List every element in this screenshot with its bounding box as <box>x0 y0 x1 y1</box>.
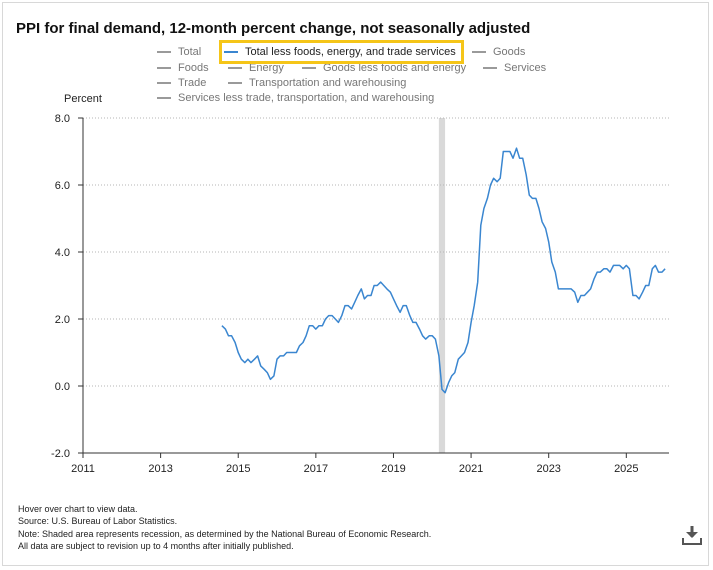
x-tick-label: 2021 <box>459 463 483 475</box>
legend-label: Foods <box>178 62 209 74</box>
y-tick-label: 6.0 <box>55 180 70 192</box>
legend-swatch <box>157 82 171 84</box>
legend-label: Transportation and warehousing <box>249 77 407 89</box>
legend-label: Trade <box>178 77 207 89</box>
chart-title: PPI for final demand, 12-month percent c… <box>16 20 531 37</box>
x-tick-label: 2025 <box>614 463 638 475</box>
legend-item-goods[interactable]: Goods <box>472 46 525 58</box>
legend-label: Energy <box>249 62 284 74</box>
y-tick-label: 0.0 <box>55 381 70 393</box>
legend-item-trade[interactable]: Trade <box>157 77 206 89</box>
legend-label: Total less foods, energy, and trade serv… <box>245 46 456 58</box>
download-icon[interactable] <box>680 523 704 547</box>
x-tick-label: 2015 <box>226 463 250 475</box>
legend-swatch <box>157 51 171 53</box>
footer-recession-note: Note: Shaded area represents recession, … <box>18 528 432 539</box>
legend-swatch <box>224 51 238 53</box>
y-tick-label: 8.0 <box>55 113 70 125</box>
legend-label: Services <box>504 62 547 74</box>
series-line-0 <box>221 147 666 394</box>
legend-item-foods[interactable]: Foods <box>157 62 209 74</box>
y-tick-label: -2.0 <box>51 448 70 460</box>
legend-label: Total <box>178 46 202 58</box>
legend-item-total-less-foods-energy-trade[interactable]: Total less foods, energy, and trade serv… <box>224 46 456 58</box>
x-tick-label: 2017 <box>304 463 328 475</box>
y-tick-label: 4.0 <box>55 247 70 259</box>
legend-item-energy[interactable]: Energy <box>228 62 284 74</box>
legend-label: Goods <box>493 46 526 58</box>
legend-item-total[interactable]: Total <box>157 46 201 58</box>
legend-label: Services less trade, transportation, and… <box>178 92 435 104</box>
legend-swatch <box>228 82 242 84</box>
y-tick-label: 2.0 <box>55 314 70 326</box>
y-axis-label: Percent <box>64 93 102 105</box>
x-tick-label: 2019 <box>381 463 405 475</box>
legend-swatch <box>228 67 242 69</box>
recession-band <box>438 118 446 453</box>
legend-swatch <box>472 51 486 53</box>
legend-swatch <box>157 67 171 69</box>
x-tick-label: 2013 <box>148 463 172 475</box>
x-tick-label: 2023 <box>536 463 560 475</box>
footer-source: Source: U.S. Bureau of Labor Statistics. <box>18 516 178 527</box>
footer-revision-note: All data are subject to revision up to 4… <box>18 540 294 551</box>
legend-item-transportation-warehousing[interactable]: Transportation and warehousing <box>228 77 406 89</box>
legend-label: Goods less foods and energy <box>323 62 467 74</box>
footer-hover-note: Hover over chart to view data. <box>18 504 138 514</box>
legend-swatch <box>302 67 316 69</box>
x-tick-label: 2011 <box>71 463 95 475</box>
legend-item-services-less-trade-transport[interactable]: Services less trade, transportation, and… <box>157 92 434 104</box>
chart-footer: Hover over chart to view data. Source: U… <box>18 503 431 552</box>
legend-item-services[interactable]: Services <box>483 62 546 74</box>
legend-highlight-box <box>219 40 464 64</box>
legend-item-goods-less-foods-energy[interactable]: Goods less foods and energy <box>302 62 466 74</box>
legend-swatch <box>483 67 497 69</box>
legend-swatch <box>157 97 171 99</box>
